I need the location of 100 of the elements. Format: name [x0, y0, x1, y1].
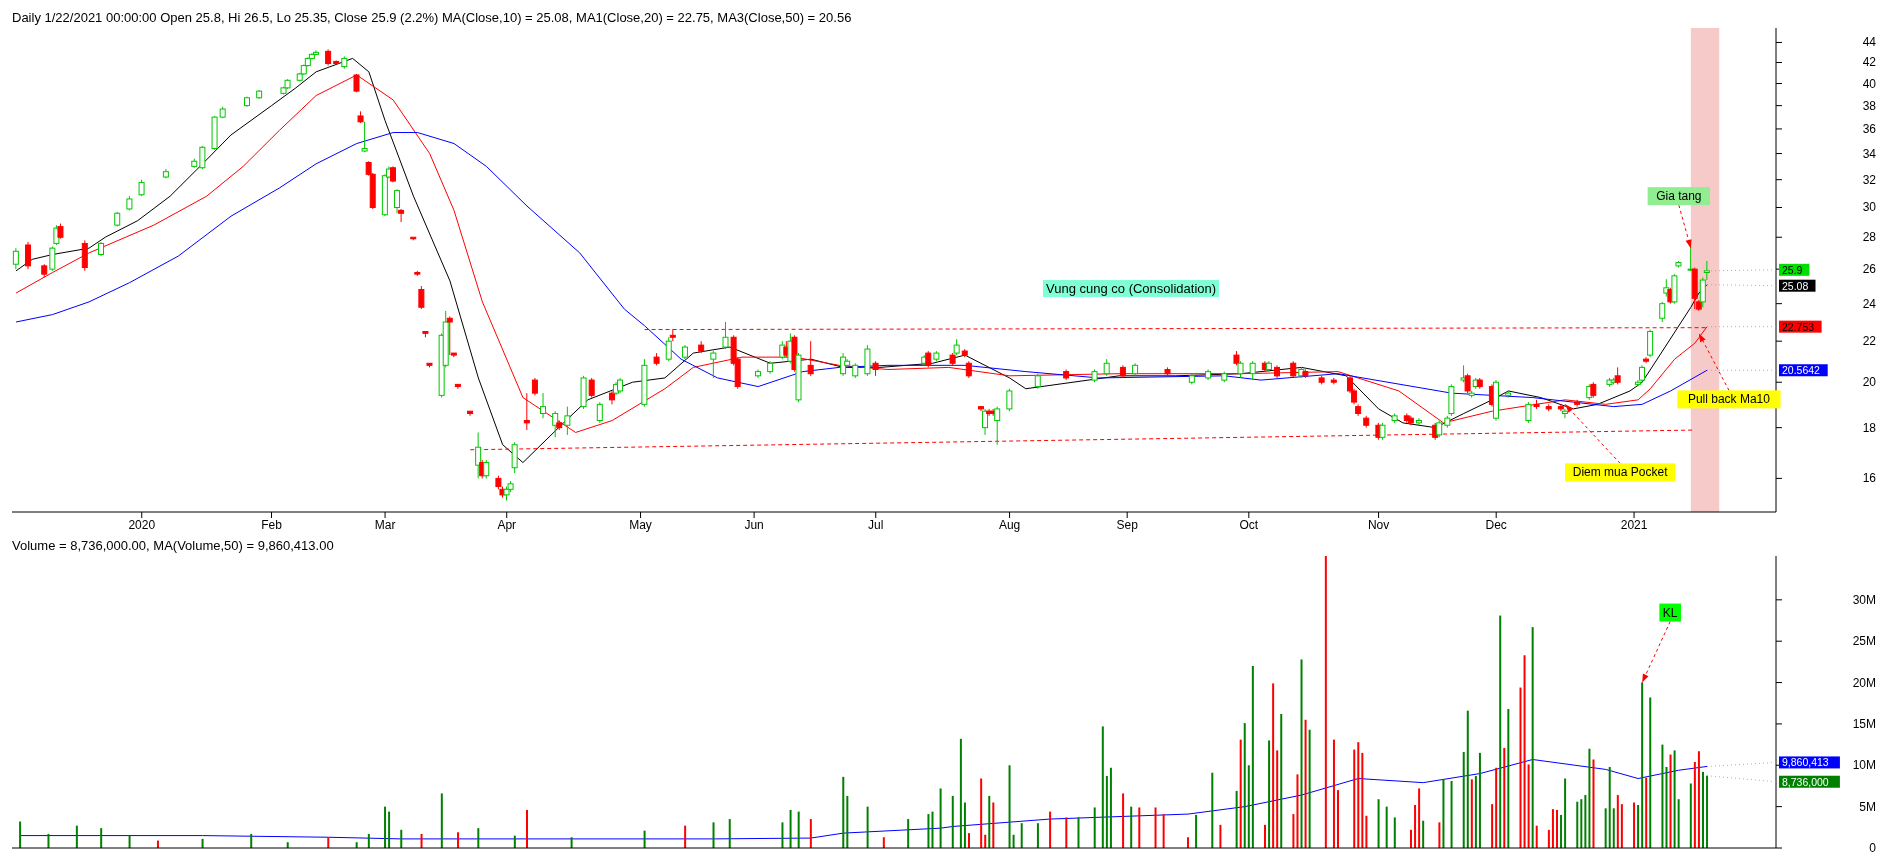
- bar: [1239, 739, 1242, 848]
- y-tick-label: 10M: [1852, 758, 1876, 773]
- y-tick-label: 24: [1862, 296, 1877, 311]
- y-tick-label: 38: [1862, 98, 1877, 113]
- bar: [1105, 776, 1108, 848]
- bar: [1592, 759, 1595, 848]
- annotation: 25.08: [1782, 279, 1809, 292]
- annotation: 20.5642: [1782, 364, 1821, 377]
- bar: [1706, 775, 1709, 848]
- y-tick-label: 36: [1862, 121, 1877, 136]
- bar: [1677, 799, 1680, 848]
- bar: [1495, 767, 1498, 848]
- bar: [400, 829, 403, 848]
- y-tick-label: 30M: [1852, 592, 1876, 607]
- bar: [420, 833, 423, 848]
- y-tick-label: 22: [1862, 334, 1877, 349]
- bar: [1186, 837, 1189, 848]
- bar: [1418, 788, 1421, 848]
- bar: [1243, 723, 1246, 848]
- bar: [846, 795, 849, 848]
- y-tick-label: 18: [1862, 420, 1877, 435]
- bar: [384, 806, 387, 848]
- bar: [388, 811, 391, 848]
- bar: [1564, 778, 1567, 848]
- candlestick: [1525, 401, 1532, 424]
- bar: [1499, 615, 1502, 848]
- candlestick: [454, 383, 461, 390]
- bar: [1547, 829, 1550, 848]
- bar: [1422, 820, 1425, 848]
- annotation: KL: [1662, 605, 1678, 620]
- bar: [1560, 814, 1563, 848]
- bar: [1365, 815, 1368, 848]
- x-tick-label: Jul: [868, 517, 884, 532]
- y-tick-label: 25M: [1852, 634, 1876, 649]
- x-tick-label: Jun: [744, 517, 764, 532]
- bar: [1357, 742, 1360, 848]
- bar: [1462, 752, 1465, 848]
- bar: [1450, 781, 1453, 848]
- bar: [931, 811, 934, 848]
- bar: [75, 825, 78, 848]
- bar: [1620, 804, 1623, 848]
- candlestick: [418, 285, 425, 310]
- bar: [1211, 772, 1214, 848]
- bar: [1555, 809, 1558, 848]
- y-tick-label: 30: [1862, 200, 1877, 215]
- candlestick: [710, 350, 717, 379]
- bar: [1649, 697, 1652, 848]
- bar: [1527, 764, 1530, 848]
- bar: [1292, 814, 1295, 848]
- bar: [1130, 806, 1133, 848]
- bar: [1661, 744, 1664, 848]
- bar: [327, 837, 330, 848]
- bar: [570, 837, 573, 848]
- annotation: Vung cung co (Consolidation): [1043, 280, 1220, 297]
- bar: [1219, 824, 1222, 848]
- bar: [1065, 817, 1068, 848]
- bar: [959, 738, 962, 848]
- annotation: 22.753: [1782, 320, 1815, 333]
- bar: [809, 819, 812, 848]
- bar: [1503, 747, 1506, 848]
- x-tick-label: Mar: [374, 517, 396, 532]
- bar: [47, 833, 50, 848]
- bar: [1612, 808, 1615, 848]
- bar: [1154, 807, 1157, 848]
- bar: [1442, 779, 1445, 848]
- bar: [992, 802, 995, 848]
- bar: [1701, 771, 1704, 848]
- bar: [250, 833, 253, 848]
- candlestick: [807, 340, 814, 377]
- bar: [1235, 790, 1238, 848]
- chart-title: Daily 1/22/2021 00:00:00 Open 25.8, Hi 26.5, Lo 25.35, Close 25.9 (2.2%) MA(Close,10) = 25.08, MA1(Close,20) = 22.75, MA3(Close,50) = 20.56: [12, 10, 852, 25]
- bar: [1093, 807, 1096, 848]
- bar: [1162, 814, 1165, 848]
- bar: [440, 793, 443, 848]
- y-tick-label: 32: [1862, 172, 1877, 187]
- bar: [367, 833, 370, 848]
- bar: [1637, 804, 1640, 848]
- x-tick-label: Oct: [1239, 517, 1259, 532]
- y-tick-label: 40: [1862, 76, 1877, 91]
- candlestick: [199, 145, 206, 170]
- bar: [1304, 719, 1307, 848]
- bar: [963, 802, 966, 848]
- bar: [684, 825, 687, 848]
- bar: [1272, 683, 1275, 848]
- y-tick-label: 28: [1862, 230, 1877, 245]
- bar: [1337, 790, 1340, 848]
- candlestick: [588, 377, 595, 399]
- candlestick: [361, 121, 368, 153]
- candlestick: [1249, 360, 1256, 381]
- candlestick: [596, 401, 603, 424]
- bar: [1361, 752, 1364, 848]
- bar: [1393, 817, 1396, 848]
- bar: [980, 778, 983, 848]
- bar: [1604, 808, 1607, 848]
- bar: [1689, 783, 1692, 848]
- annotation: Pull back Ma10: [1687, 392, 1771, 407]
- bar: [1109, 767, 1112, 848]
- bar: [988, 795, 991, 848]
- bar: [842, 776, 845, 848]
- bar: [1012, 834, 1015, 848]
